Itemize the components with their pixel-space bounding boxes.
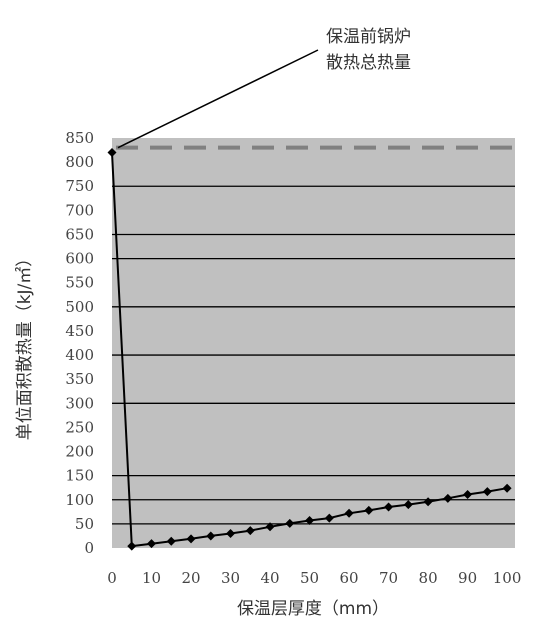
data-point xyxy=(147,539,157,549)
data-point xyxy=(403,500,413,510)
marker-layer xyxy=(107,147,512,551)
x-tick-label: 90 xyxy=(458,569,477,587)
data-point xyxy=(186,534,196,544)
data-point xyxy=(463,489,473,499)
data-point xyxy=(285,518,295,528)
data-point xyxy=(226,529,236,539)
y-axis-title: 单位面积散热量（kJ/㎡） xyxy=(15,250,35,441)
y-tick-label: 100 xyxy=(65,491,94,509)
data-point xyxy=(166,536,176,546)
x-tick-label: 0 xyxy=(107,569,117,587)
data-point xyxy=(344,508,354,518)
y-tick-labels: 0 50 100 150 200 250 300 350 400 450 500 550 600 650 7… xyxy=(65,129,94,557)
y-tick-label: 150 xyxy=(65,467,94,485)
data-point xyxy=(443,493,453,503)
y-tick-label: 250 xyxy=(65,418,94,436)
callout-leader-line xyxy=(117,49,319,149)
y-tick-label: 450 xyxy=(65,322,94,340)
data-point xyxy=(482,487,492,497)
data-point xyxy=(423,497,433,507)
x-tick-label: 30 xyxy=(221,569,240,587)
data-point xyxy=(364,505,374,515)
data-point xyxy=(127,541,137,551)
y-tick-label: 350 xyxy=(65,370,94,388)
y-tick-label: 850 xyxy=(65,129,94,147)
y-tick-label: 200 xyxy=(65,443,94,461)
y-tick-label: 800 xyxy=(65,153,94,171)
y-tick-label: 0 xyxy=(84,539,94,557)
data-point xyxy=(245,526,255,536)
plot-area xyxy=(112,138,515,548)
data-point xyxy=(265,522,275,532)
y-tick-label: 550 xyxy=(65,274,94,292)
y-tick-label: 400 xyxy=(65,346,94,364)
x-tick-labels: 0 10 20 30 40 50 60 70 80 90 100 xyxy=(107,569,521,587)
callout-line-2: 散热总热量 xyxy=(326,53,411,73)
y-tick-label: 700 xyxy=(65,201,94,219)
y-tick-label: 500 xyxy=(65,298,94,316)
y-tick-label: 750 xyxy=(65,177,94,195)
x-tick-label: 10 xyxy=(142,569,161,587)
callout-line-1: 保温前锅炉 xyxy=(326,27,411,47)
data-point xyxy=(384,502,394,512)
y-tick-label: 600 xyxy=(65,250,94,268)
gridlines xyxy=(112,185,515,525)
data-point xyxy=(305,516,315,526)
x-tick-label: 60 xyxy=(340,569,359,587)
x-tick-label: 100 xyxy=(493,569,522,587)
y-tick-label: 50 xyxy=(75,515,94,533)
x-tick-label: 40 xyxy=(260,569,279,587)
y-tick-label: 300 xyxy=(65,394,94,412)
x-tick-label: 50 xyxy=(300,569,319,587)
y-tick-label: 650 xyxy=(65,225,94,243)
data-point xyxy=(502,483,512,493)
x-tick-label: 80 xyxy=(419,569,438,587)
data-point xyxy=(324,513,334,523)
x-tick-label: 20 xyxy=(181,569,200,587)
data-point xyxy=(107,147,117,157)
data-point xyxy=(206,531,216,541)
x-tick-label: 70 xyxy=(379,569,398,587)
x-axis-title: 保温层厚度（mm） xyxy=(237,599,389,619)
